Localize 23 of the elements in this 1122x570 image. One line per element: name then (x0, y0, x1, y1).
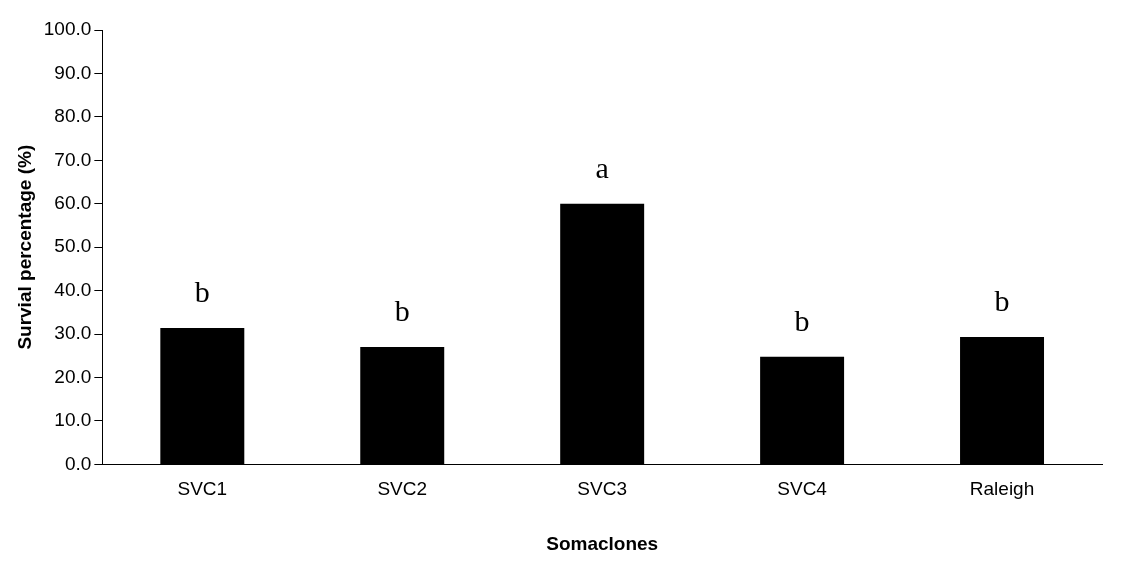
x-tick-label: Raleigh (969, 478, 1035, 500)
annotation: b (794, 303, 810, 337)
y-tick-label: 70.0 (54, 148, 92, 170)
y-tick-label: 0.0 (64, 452, 92, 474)
y-tick-label: 80.0 (54, 105, 92, 127)
x-tick-label: SVC3 (577, 478, 627, 500)
y-tick-label: 60.0 (54, 191, 92, 213)
annotation: b (394, 293, 410, 327)
annotation: b (994, 284, 1010, 317)
y-axis-title: Survial percentage (%) (13, 144, 35, 350)
x-tick-label: SVC2 (377, 478, 428, 500)
x-axis-title: Somaclones (546, 532, 659, 554)
y-tick-label: 40.0 (54, 278, 92, 300)
y-tick-label: 50.0 (54, 235, 92, 257)
y-tick-label: 20.0 (54, 365, 92, 387)
annotation: b (194, 274, 210, 308)
x-tick-label: SVC1 (177, 478, 228, 500)
annotation: a (595, 150, 609, 184)
y-tick-label: 100.0 (43, 18, 92, 40)
y-tick-label: 90.0 (54, 61, 92, 83)
y-tick-label: 30.0 (54, 322, 92, 344)
x-tick-label: SVC4 (777, 478, 828, 500)
y-tick-label: 10.0 (54, 409, 92, 431)
